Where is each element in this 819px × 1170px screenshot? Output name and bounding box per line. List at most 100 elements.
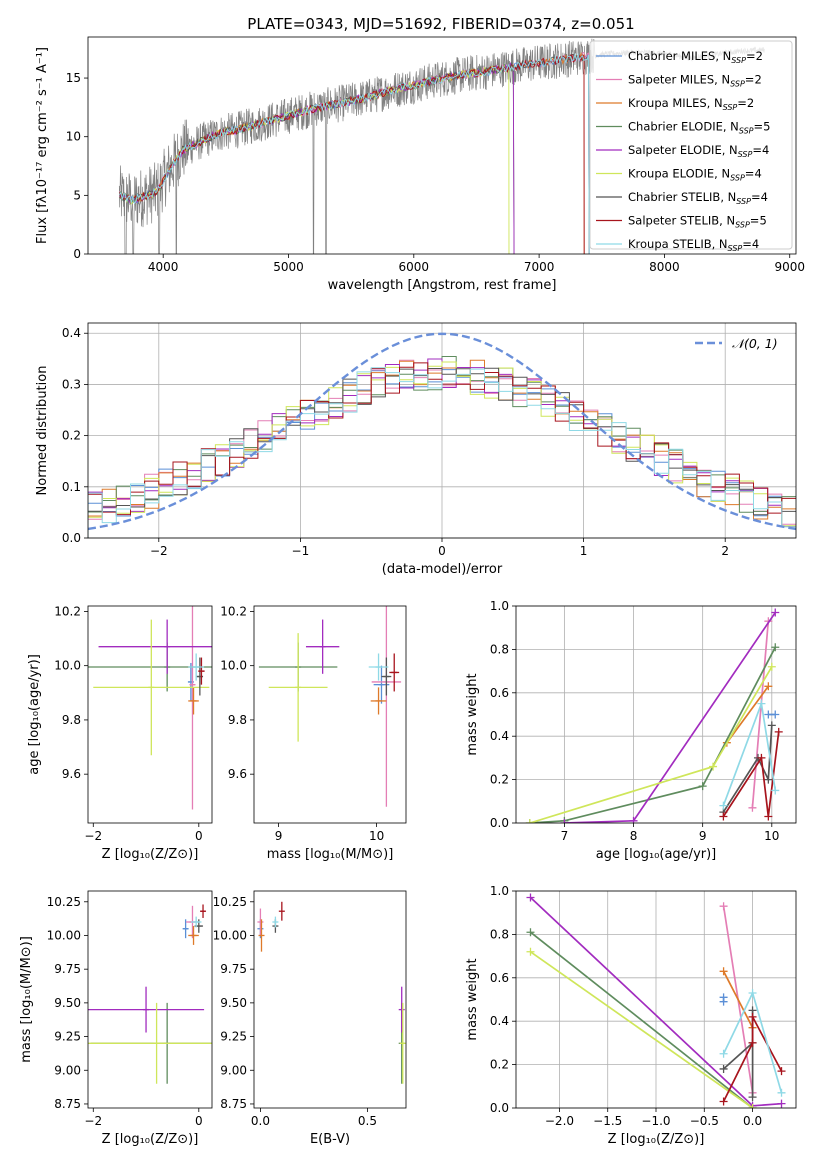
- weight-marker: [526, 928, 535, 937]
- y-tick-label: 9.6: [228, 767, 247, 781]
- spectrum-model-line: [118, 53, 590, 254]
- legend-nssp-label: , N: [722, 143, 738, 157]
- y-tick-label: 9.75: [54, 962, 81, 976]
- weight-marker: [748, 1038, 757, 1047]
- legend-series-name: Salpeter MILES: [628, 73, 714, 87]
- weight-marker: [771, 786, 780, 795]
- axes-frame: [87, 36, 797, 255]
- spectrum-model-line: [119, 53, 590, 254]
- x-axis-label: wavelength [Angstrom, rest frame]: [328, 278, 557, 293]
- y-tick-label: 1.0: [490, 884, 509, 898]
- weight-marker: [771, 710, 780, 719]
- axes-frame: [87, 890, 213, 1109]
- x-tick-label: −1: [292, 544, 310, 558]
- legend-nssp-value: 2: [747, 96, 754, 110]
- weight-marker: [757, 699, 766, 708]
- y-tick-label: 0.8: [490, 927, 509, 941]
- legend-nssp-value: 2: [754, 73, 761, 87]
- x-tick-label: 9: [699, 829, 707, 843]
- y-tick-label: 5: [73, 188, 81, 202]
- y-axis-label: mass [log₁₀(M/M⊙)]: [19, 936, 34, 1063]
- y-tick-label: 8.75: [54, 1097, 81, 1111]
- panel-mass-vs-Z: −2 0 8.75 9.00 9.25 9.50 9.75 10.00 10.25 Z [log₁…: [19, 890, 213, 1147]
- y-axis-label: Flux [fλ10⁻¹⁷ erg cm⁻² s⁻¹ A⁻¹]: [35, 47, 50, 244]
- weight-marker: [698, 782, 707, 791]
- weight-marker: [748, 1104, 757, 1108]
- weight-line: [564, 612, 777, 823]
- y-tick-label: 10.0: [220, 659, 247, 673]
- x-tick-label: 0.5: [358, 1114, 377, 1128]
- legend-nssp-value: 4: [754, 167, 761, 181]
- legend-frame: [589, 40, 793, 250]
- legend-series-name: Kroupa STELIB: [628, 237, 712, 251]
- legend-nssp-eq: =: [752, 143, 762, 157]
- legend-entry: Chabrier STELIB, NSSP=4: [628, 190, 768, 206]
- legend-nssp-value: 4: [761, 190, 768, 204]
- axes-frame: [253, 605, 407, 824]
- weight-line: [530, 951, 754, 1108]
- y-tick-label: 0.4: [490, 1014, 509, 1028]
- weight-marker: [777, 1099, 786, 1108]
- weight-marker: [719, 812, 728, 821]
- legend-entry: Kroupa STELIB, NSSP=4: [628, 237, 759, 253]
- x-tick-label: 10: [764, 829, 779, 843]
- legend-nssp-sub: SSP: [738, 150, 753, 159]
- weight-marker: [719, 902, 728, 911]
- x-tick-label: 0: [195, 1114, 203, 1128]
- legend-entry: Kroupa ELODIE, NSSP=4: [628, 167, 762, 183]
- x-tick-label: 0.0: [251, 1114, 270, 1128]
- weight-marker: [560, 819, 569, 823]
- y-tick-label: 10.25: [213, 895, 247, 909]
- x-axis-label: Z [log₁₀(Z/Z⊙)]: [608, 1132, 705, 1147]
- legend-nssp-value: 2: [756, 49, 763, 63]
- x-tick-label: −0.5: [690, 1114, 719, 1128]
- legend-nssp-sub: SSP: [735, 221, 750, 230]
- y-tick-label: 0.2: [490, 773, 509, 787]
- weight-line: [722, 970, 754, 1029]
- legend-nssp-sub: SSP: [739, 127, 754, 136]
- axes-frame: [87, 605, 213, 824]
- legend-nssp-eq: =: [751, 190, 761, 204]
- y-tick-label: 0.0: [62, 531, 81, 545]
- x-tick-label: 9000: [774, 260, 805, 274]
- legend-nssp-eq: =: [745, 73, 755, 87]
- y-tick-label: 0.0: [490, 1101, 509, 1115]
- weight-line: [529, 931, 754, 1108]
- x-tick-label: −1.5: [593, 1114, 622, 1128]
- legend-series-name: Chabrier MILES: [628, 49, 715, 63]
- legend-nssp-eq: =: [746, 49, 756, 63]
- weight-marker: [748, 1093, 757, 1102]
- legend-entry: Salpeter STELIB, NSSP=5: [628, 214, 767, 230]
- weight-marker: [719, 1049, 728, 1058]
- legend-nssp-sub: SSP: [730, 80, 745, 89]
- weight-marker: [764, 812, 773, 821]
- weight-marker: [764, 775, 773, 784]
- x-tick-label: 7: [561, 829, 569, 843]
- weight-marker: [777, 1067, 786, 1076]
- legend-nssp-label: , N: [714, 73, 730, 87]
- y-tick-label: 10.25: [47, 895, 81, 909]
- plot-area-mass-vs-Z: [88, 904, 212, 1084]
- residual-histogram: [88, 367, 796, 538]
- legend-nssp-sub: SSP: [728, 244, 743, 253]
- figure-title: PLATE=0343, MJD=51692, FIBERID=0374, z=0…: [247, 15, 634, 33]
- weight-line: [751, 621, 770, 808]
- weight-marker: [709, 762, 718, 771]
- legend-entry: 𝒩(0, 1): [732, 336, 778, 351]
- x-axis-label: Z [log₁₀(Z/Z⊙)]: [102, 847, 199, 862]
- y-tick-label: 8.75: [220, 1097, 247, 1111]
- weight-marker: [719, 1064, 728, 1073]
- axes-frame: [515, 605, 797, 824]
- weight-marker: [719, 967, 728, 976]
- x-axis-label: Z [log₁₀(Z/Z⊙)]: [102, 1132, 199, 1147]
- x-tick-label: 1: [580, 544, 588, 558]
- weight-marker: [748, 988, 757, 997]
- axes-frame: [253, 890, 407, 1109]
- x-axis-label: E(B-V): [310, 1132, 350, 1147]
- legend-nssp-value: 5: [759, 214, 766, 228]
- weight-marker: [719, 993, 728, 1002]
- weight-marker: [767, 721, 776, 730]
- spectrum-model-line: [119, 51, 585, 254]
